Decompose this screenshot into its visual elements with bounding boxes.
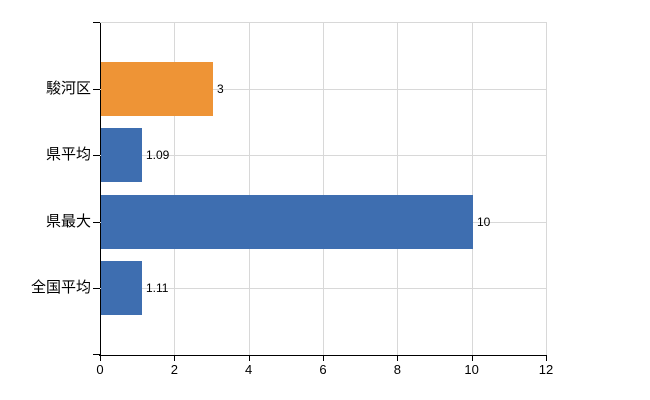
x-axis-tick [397,355,399,361]
x-axis-tick [100,355,101,361]
bar-value-label: 3 [217,82,224,96]
y-axis-tick [93,155,100,156]
x-axis-tick-label: 10 [464,362,479,377]
bar-value-label: 1.11 [146,281,169,295]
category-label: 県最大 [45,213,91,230]
y-axis-tick [93,288,100,289]
bar [101,261,142,315]
bar [101,62,213,116]
x-axis-tick [471,355,473,361]
y-axis-line [100,22,101,356]
bar-value-label: 10 [477,215,491,229]
category-gridline [100,288,546,289]
y-axis-tick [93,354,100,355]
category-label: 駿河区 [45,80,91,97]
x-gridline [397,22,399,355]
category-label: 全国平均 [30,279,91,296]
x-gridline [174,22,176,355]
x-axis-tick [546,355,547,361]
x-gridline [323,22,324,355]
y-axis-tick [93,222,100,223]
x-axis-tick-label: 6 [319,362,327,377]
bar-value-label: 1.09 [146,148,170,162]
x-gridline [546,22,547,355]
x-axis-tick-label: 4 [245,362,253,377]
y-axis-tick [93,22,100,23]
x-axis-tick-label: 0 [96,362,104,377]
category-label: 県平均 [45,146,91,163]
x-gridline [471,22,473,355]
x-axis-tick-label: 2 [170,362,178,377]
x-axis-tick [174,355,176,361]
plot-area: 0 2 4 6 8 10 12 3 駿河区 1.09 県平均 10 県最大 1.11 全国平均 [31,22,553,377]
x-gridline [248,22,250,355]
x-axis-tick [248,355,250,361]
bar [101,128,142,182]
y-axis-tick [93,89,100,90]
x-axis-tick-label: 12 [538,362,554,377]
x-axis-tick-label: 8 [393,362,401,377]
category-gridline [100,89,546,90]
bar [101,195,473,249]
x-axis-tick [323,355,324,361]
category-gridline [100,155,546,156]
